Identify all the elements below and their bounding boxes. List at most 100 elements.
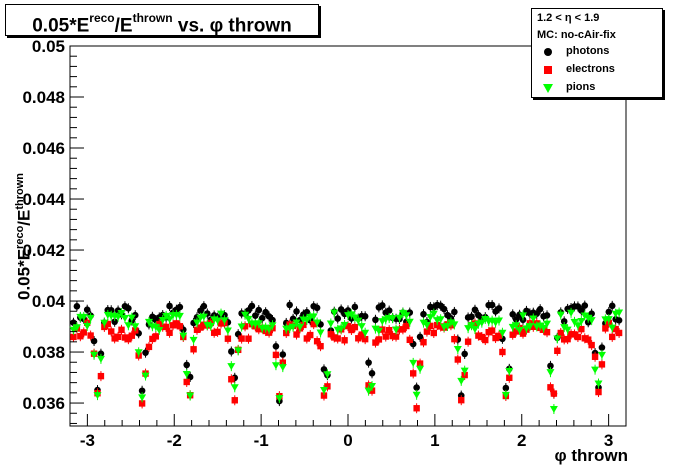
data-point: [443, 323, 452, 331]
data-point: [149, 335, 156, 343]
data-point: [461, 350, 468, 358]
data-point: [498, 329, 507, 337]
data-point: [416, 360, 424, 367]
data-point: [183, 361, 191, 369]
title-sup: reco: [89, 11, 115, 25]
data-point: [293, 308, 300, 315]
data-point: [615, 309, 624, 317]
data-point: [365, 359, 372, 366]
data-point: [457, 377, 466, 385]
data-point: [409, 359, 418, 367]
data-point: [176, 303, 184, 311]
data-point: [327, 331, 335, 338]
data-point: [515, 326, 524, 334]
data-point: [331, 334, 338, 341]
data-point: [193, 326, 201, 333]
data-point: [525, 323, 534, 331]
data-point: [313, 304, 321, 312]
data-point: [475, 332, 482, 339]
data-point: [97, 372, 105, 380]
data-point: [547, 362, 554, 370]
data-point: [200, 321, 208, 328]
data-point: [595, 388, 602, 396]
data-point: [77, 333, 84, 340]
data-point: [591, 366, 600, 374]
data-point: [488, 301, 496, 309]
data-point: [138, 400, 146, 407]
data-point: [530, 323, 537, 331]
data-point: [238, 335, 245, 342]
legend-label: electrons: [566, 63, 615, 75]
data-point: [578, 307, 585, 314]
data-point: [567, 331, 575, 338]
data-point: [313, 338, 321, 345]
data-point: [114, 313, 123, 321]
data-point: [578, 325, 585, 333]
data-point: [213, 317, 222, 325]
data-point: [323, 371, 332, 379]
data-point: [519, 330, 527, 337]
data-point: [570, 318, 579, 326]
data-point: [368, 370, 376, 377]
data-point: [416, 365, 425, 373]
circle-marker-icon: [544, 48, 552, 56]
data-point: [413, 384, 420, 391]
data-point: [227, 363, 236, 371]
data-point: [152, 333, 160, 340]
data-point: [467, 322, 476, 330]
data-point: [557, 329, 564, 337]
data-point: [477, 319, 486, 327]
data-point: [416, 333, 424, 341]
data-point: [451, 308, 458, 316]
data-point: [254, 320, 263, 328]
data-point: [478, 333, 486, 341]
legend-entry-pions: pions: [532, 80, 660, 97]
data-point: [268, 322, 277, 330]
data-point: [316, 329, 325, 337]
data-point: [608, 324, 617, 332]
data-point: [214, 328, 221, 336]
data-point: [295, 323, 304, 331]
data-point: [166, 302, 173, 310]
data-point: [114, 333, 122, 341]
data-point: [83, 322, 92, 330]
data-point: [320, 366, 328, 373]
data-point: [289, 323, 298, 331]
data-point: [193, 319, 202, 327]
data-point: [482, 336, 489, 344]
data-point: [399, 326, 407, 333]
data-point: [182, 371, 191, 379]
y-tick-label: 0.046: [22, 139, 65, 158]
data-point: [165, 316, 174, 324]
data-point: [334, 315, 342, 322]
data-point: [134, 349, 143, 357]
y-tick-label: 0.044: [22, 190, 65, 209]
data-point: [334, 335, 341, 342]
data-point: [420, 339, 427, 346]
data-point: [539, 324, 548, 332]
data-point: [488, 327, 496, 334]
data-point: [145, 343, 153, 351]
data-point: [471, 306, 479, 314]
data-point: [389, 332, 396, 340]
data-point: [519, 312, 528, 320]
data-point: [430, 329, 437, 337]
data-point: [93, 392, 102, 400]
data-point: [231, 397, 238, 404]
data-point: [597, 351, 606, 359]
data-point: [547, 384, 554, 391]
data-point: [546, 369, 555, 377]
data-point: [70, 333, 77, 341]
legend-label: photons: [566, 45, 610, 57]
data-point: [217, 310, 226, 318]
data-point: [481, 316, 490, 324]
x-tick-label: 2: [517, 431, 526, 450]
data-point: [142, 349, 149, 356]
data-point: [309, 313, 318, 321]
data-point: [512, 316, 520, 323]
data-point: [446, 319, 455, 327]
data-point: [553, 335, 562, 343]
data-point: [413, 405, 420, 412]
data-point: [598, 344, 606, 351]
data-point: [234, 347, 243, 355]
